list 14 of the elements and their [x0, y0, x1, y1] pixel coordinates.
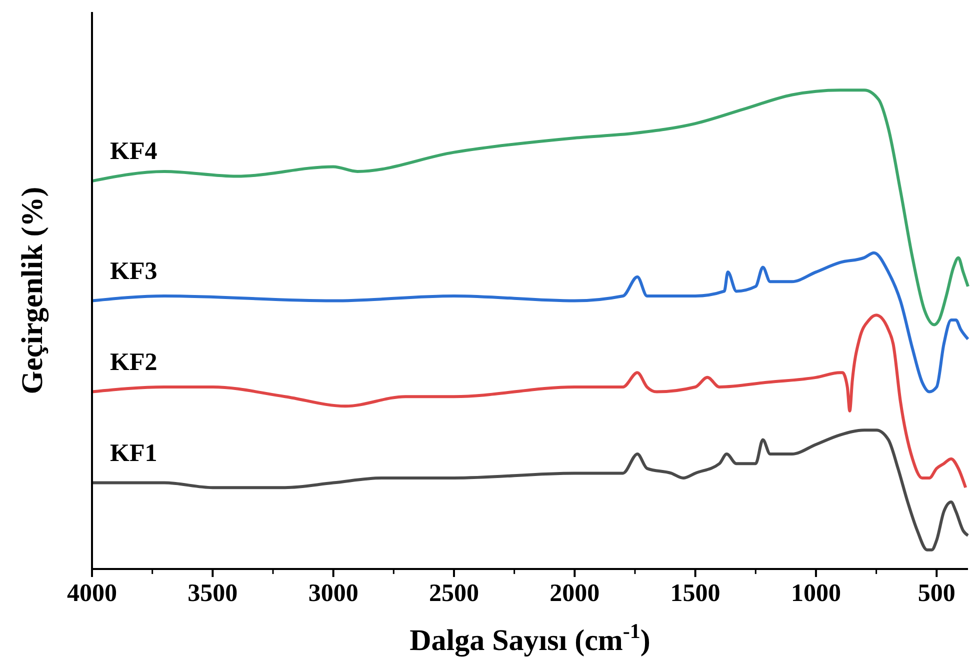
series-label: KF2	[110, 348, 158, 376]
x-axis-title: Dalga Sayısı (cm$^{-1}$)	[410, 619, 650, 657]
x-tick-label: 2000	[550, 580, 600, 607]
x-tick-label: 3000	[308, 580, 358, 607]
y-axis-title: Geçirgenlik (%)	[16, 186, 49, 394]
series-label: KF1	[110, 440, 158, 467]
x-tick-label: 2500	[428, 580, 479, 607]
x-tick-label: 3500	[188, 580, 238, 607]
x-tick-label: 1000	[790, 580, 841, 607]
series-label: KF3	[110, 258, 158, 285]
series-label: KF4	[110, 138, 158, 166]
x-tick-label: 1500	[670, 580, 720, 607]
x-tick-label: 500	[918, 580, 956, 607]
x-tick-label: 4000	[67, 580, 117, 607]
